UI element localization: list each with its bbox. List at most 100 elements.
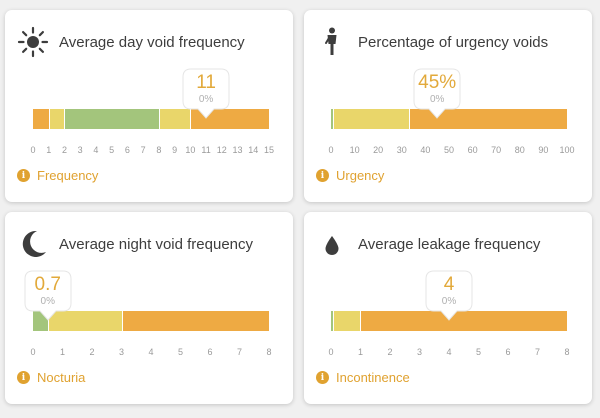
tick-label: 8 xyxy=(266,347,272,357)
moon-icon xyxy=(17,228,49,260)
info-icon: i xyxy=(316,169,329,182)
range-segment-orange xyxy=(33,109,49,129)
tick-label: 5 xyxy=(177,347,184,357)
range-segment-green xyxy=(331,109,333,129)
tick-label: 14 xyxy=(248,145,259,155)
tick-label: 7 xyxy=(140,145,146,155)
tick-label: 0 xyxy=(30,347,36,357)
info-icon: i xyxy=(316,371,329,384)
urgency-info-link[interactable]: i Urgency xyxy=(316,168,384,183)
value-label: 45% xyxy=(418,72,457,93)
tick-label: 2 xyxy=(387,347,393,357)
range-segment-orange xyxy=(408,109,567,129)
card-title: Average leakage frequency xyxy=(358,236,541,253)
percent-label: 0% xyxy=(40,296,55,307)
tick-label: 80 xyxy=(514,145,525,155)
tick-label: 70 xyxy=(491,145,502,155)
tick-label: 5 xyxy=(109,145,115,155)
tick-label: 1 xyxy=(357,347,364,357)
tick-label: 20 xyxy=(373,145,384,155)
range-bar xyxy=(331,109,567,129)
footer-label: Incontinence xyxy=(336,370,410,385)
tick-label: 6 xyxy=(124,145,130,155)
scale-ticks: 0 1 2 3 4 5 6 7 8 xyxy=(328,347,570,359)
range-segment-orange xyxy=(121,311,269,331)
tick-label: 6 xyxy=(207,347,213,357)
droplet-icon xyxy=(316,228,348,260)
tick-label: 3 xyxy=(77,145,83,155)
range-segment-yellow xyxy=(158,109,191,129)
tick-label: 10 xyxy=(185,145,196,155)
frequency-info-link[interactable]: i Frequency xyxy=(17,168,98,183)
range-bar xyxy=(331,311,567,331)
tick-label: 0 xyxy=(328,347,334,357)
tick-label: 4 xyxy=(148,347,154,357)
tick-label: 8 xyxy=(564,347,570,357)
range-segment-yellow xyxy=(332,109,409,129)
percent-label: 0% xyxy=(198,94,214,105)
tick-label: 1 xyxy=(46,145,52,155)
incontinence-info-link[interactable]: i Incontinence xyxy=(316,370,410,385)
scale-ticks: 0 10 20 30 40 50 60 70 80 90 100 xyxy=(328,145,574,157)
range-segment-green xyxy=(64,109,159,129)
urgency-voids-card: Percentage of urgency voids 0 10 20 30 40 50 6… xyxy=(304,10,592,202)
value-marker: 11 0% xyxy=(181,67,231,121)
range-segment-yellow xyxy=(48,109,65,129)
range-bar xyxy=(33,109,269,129)
tick-label: 2 xyxy=(89,347,95,357)
tick-label: 12 xyxy=(216,145,227,155)
sun-icon xyxy=(17,26,49,58)
value-marker: 0.7 0% xyxy=(23,269,73,323)
range-segment-green xyxy=(331,311,334,331)
value-marker: 4 0% xyxy=(424,269,474,323)
footer-label: Urgency xyxy=(336,168,385,183)
tick-label: 6 xyxy=(505,347,511,357)
scale-ticks: 0 1 2 3 4 5 6 7 8 xyxy=(30,347,272,359)
footer-label: Nocturia xyxy=(37,370,86,385)
card-title: Percentage of urgency voids xyxy=(358,34,549,51)
tick-label: 90 xyxy=(538,145,549,155)
tick-label: 7 xyxy=(236,347,243,357)
scale-ticks: 0 1 2 3 4 5 6 7 8 9 10 11 12 13 14 15 xyxy=(30,145,274,157)
range-segment-orange xyxy=(360,311,567,331)
value-label: 4 xyxy=(443,274,455,295)
percent-label: 0% xyxy=(429,94,445,105)
info-icon: i xyxy=(17,169,30,182)
tick-label: 3 xyxy=(416,347,423,357)
percent-label: 0% xyxy=(441,296,457,307)
tick-label: 1 xyxy=(59,347,66,357)
tick-label: 10 xyxy=(349,145,360,155)
value-marker: 45% 0% xyxy=(412,67,462,121)
tick-label: 4 xyxy=(446,347,452,357)
day-void-frequency-card: Average day void frequency 0 1 2 3 4 5 6 7 8 9 10 1… xyxy=(5,10,293,202)
nocturia-info-link[interactable]: i Nocturia xyxy=(17,370,85,385)
tick-label: 0 xyxy=(30,145,36,155)
night-void-frequency-card: Average night void frequency 0 1 2 3 4 5 6 7 8 0… xyxy=(5,212,293,404)
value-label: 0.7 xyxy=(34,274,61,295)
tick-label: 3 xyxy=(118,347,125,357)
tick-label: 60 xyxy=(467,145,478,155)
tick-label: 8 xyxy=(156,145,162,155)
range-bar xyxy=(33,311,269,331)
leakage-frequency-card: Average leakage frequency 0 1 2 3 4 5 6 7 8 4 0%… xyxy=(304,212,592,404)
tick-label: 7 xyxy=(534,347,541,357)
tick-label: 0 xyxy=(328,145,334,155)
card-title: Average night void frequency xyxy=(59,236,254,253)
tick-label: 30 xyxy=(396,145,407,155)
range-segment-yellow xyxy=(47,311,122,331)
person-urgency-icon xyxy=(316,26,348,58)
info-icon: i xyxy=(17,371,30,384)
tick-label: 40 xyxy=(420,145,431,155)
value-label: 11 xyxy=(196,72,216,93)
tick-label: 100 xyxy=(559,145,575,155)
tick-label: 9 xyxy=(172,145,178,155)
tick-label: 5 xyxy=(475,347,482,357)
tick-label: 13 xyxy=(232,145,243,155)
tick-label: 4 xyxy=(93,145,99,155)
card-title: Average day void frequency xyxy=(59,34,245,51)
tick-label: 2 xyxy=(61,145,67,155)
tick-label: 11 xyxy=(201,145,211,155)
footer-label: Frequency xyxy=(37,168,99,183)
tick-label: 50 xyxy=(443,145,455,155)
tick-label: 15 xyxy=(263,145,275,155)
